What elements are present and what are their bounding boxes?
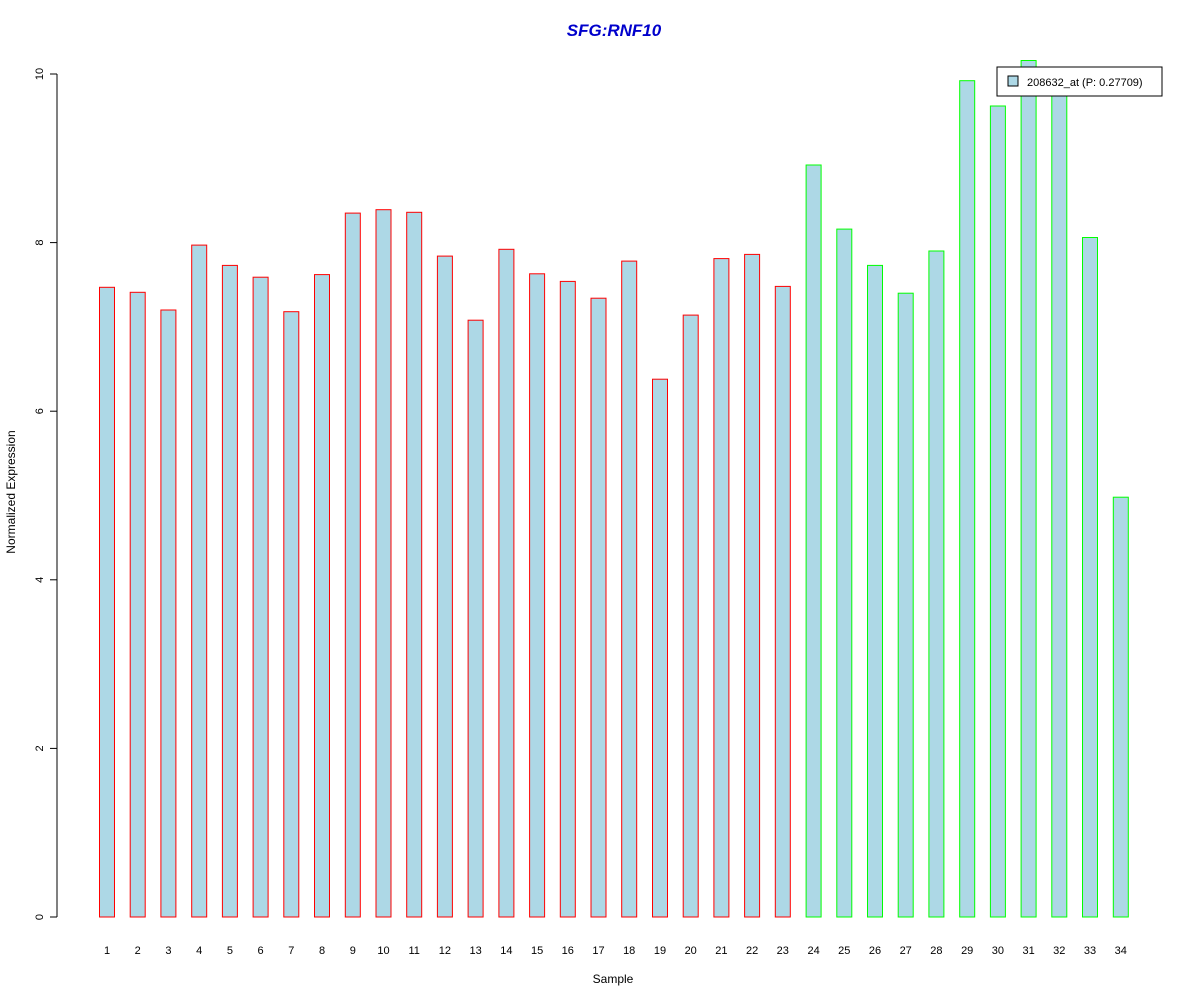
y-tick-label: 2 — [34, 745, 46, 751]
x-tick-label: 8 — [319, 945, 325, 957]
x-tick-label: 21 — [715, 945, 727, 957]
bar — [283, 311, 300, 918]
x-tick-label: 26 — [869, 945, 881, 957]
x-tick-label: 30 — [992, 945, 1004, 957]
bars — [99, 60, 1129, 918]
x-tick-label: 25 — [838, 945, 850, 957]
bar — [744, 253, 761, 918]
bar — [559, 280, 576, 918]
bar — [989, 105, 1006, 918]
bar — [774, 285, 791, 918]
chart-title: SFG:RNF10 — [567, 21, 662, 40]
x-tick-label: 9 — [350, 945, 356, 957]
bar — [805, 164, 822, 918]
bar — [191, 244, 208, 918]
bar — [467, 319, 484, 918]
x-tick-label: 22 — [746, 945, 758, 957]
bar — [928, 250, 945, 918]
x-tick-label: 20 — [685, 945, 697, 957]
bar — [1082, 237, 1098, 918]
legend-box — [996, 66, 1163, 97]
bar — [1112, 496, 1129, 918]
bar — [221, 264, 238, 918]
y-tick-label: 6 — [34, 408, 46, 414]
x-tick-label: 34 — [1115, 945, 1127, 957]
x-tick-label: 31 — [1022, 945, 1034, 957]
x-tick-label: 28 — [930, 945, 942, 957]
x-tick-label: 14 — [500, 945, 512, 957]
x-tick-label: 3 — [165, 945, 171, 957]
bar — [314, 274, 330, 918]
x-tick-label: 5 — [227, 945, 233, 957]
x-tick-label: 27 — [900, 945, 912, 957]
x-tick-label: 29 — [961, 945, 973, 957]
x-tick-label: 32 — [1053, 945, 1065, 957]
bar — [529, 273, 546, 918]
y-tick-label: 8 — [34, 240, 46, 246]
bar — [160, 309, 177, 918]
bar — [1051, 92, 1068, 918]
bar — [897, 292, 914, 918]
x-tick-label: 2 — [135, 945, 141, 957]
x-tick-label: 6 — [258, 945, 264, 957]
bar — [867, 264, 883, 918]
bar — [436, 255, 453, 918]
bar — [252, 276, 269, 918]
x-tick-label: 24 — [807, 945, 819, 957]
bar — [621, 260, 638, 918]
bar — [652, 378, 668, 918]
x-tick-label: 4 — [196, 945, 202, 957]
y-tick-label: 0 — [34, 914, 46, 920]
x-tick-label: 17 — [592, 945, 604, 957]
y-tick-label: 10 — [34, 68, 46, 80]
bar — [590, 297, 607, 918]
bar — [129, 291, 146, 918]
x-tick-labels: 1 2 3 4 5 6 7 8 9 10 11 12 13 14 15 16 17 18 19 20 21 22 23 24 2… — [104, 945, 1127, 957]
x-tick-label: 19 — [654, 945, 666, 957]
x-tick-label: 16 — [562, 945, 574, 957]
legend-label: 208632_at (P: 0.27709) — [1027, 77, 1143, 89]
bar — [713, 258, 730, 918]
x-tick-label: 18 — [623, 945, 635, 957]
bar — [344, 212, 361, 918]
x-tick-label: 7 — [288, 945, 294, 957]
x-tick-label: 23 — [777, 945, 789, 957]
bar — [959, 80, 976, 918]
legend: 208632_at (P: 0.27709) — [996, 66, 1163, 97]
x-axis-label: Sample — [593, 972, 634, 986]
x-tick-label: 1 — [104, 945, 110, 957]
x-tick-label: 10 — [377, 945, 389, 957]
y-axis: 0 2 4 6 8 10 — [34, 68, 58, 920]
x-tick-label: 13 — [469, 945, 481, 957]
bar — [375, 209, 392, 918]
x-tick-label: 12 — [439, 945, 451, 957]
y-axis-label: Normalized Expression — [4, 430, 18, 553]
bar — [406, 211, 423, 918]
x-tick-label: 15 — [531, 945, 543, 957]
bar — [99, 286, 115, 918]
bar — [836, 228, 853, 918]
bar — [682, 314, 699, 918]
y-tick-label: 4 — [34, 577, 46, 583]
legend-swatch — [1007, 75, 1019, 87]
x-tick-label: 11 — [408, 945, 419, 957]
x-tick-label: 33 — [1084, 945, 1096, 957]
bar — [1020, 60, 1037, 918]
bar — [498, 248, 515, 918]
